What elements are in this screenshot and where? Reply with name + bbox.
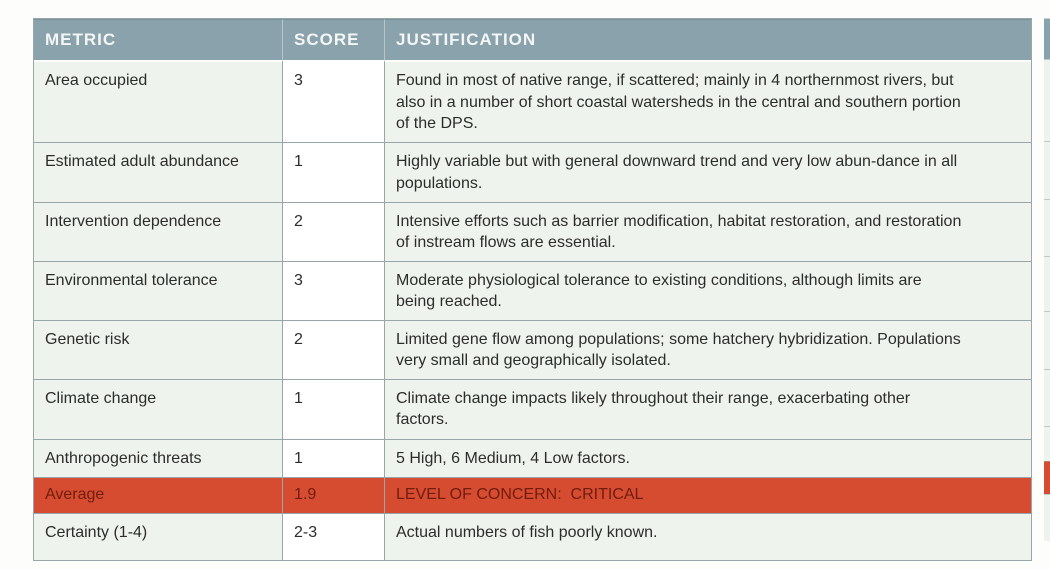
column-header-justification: JUSTIFICATION — [385, 19, 1031, 61]
table-row: Climate change 1 Climate change impacts … — [34, 379, 1031, 439]
score-value: 1 — [294, 390, 303, 408]
justification-text: Moderate physiological tolerance to exis… — [396, 271, 927, 310]
metric-label: Average — [45, 485, 105, 503]
metric-cell: Environmental tolerance — [34, 260, 283, 321]
score-cell: 2 — [283, 320, 385, 380]
justification-cell: 5 High, 6 Medium, 4 Low factors. — [385, 438, 1031, 477]
justification-cell: Intensive efforts such as barrier modifi… — [385, 201, 1031, 261]
score-cell: 3 — [283, 260, 385, 321]
metric-label: Certainty (1-4) — [45, 523, 148, 541]
metric-label: Genetic risk — [45, 331, 130, 349]
score-cell: 1 — [283, 438, 385, 477]
metric-label: Area occupied — [45, 72, 148, 90]
metric-cell: Average — [34, 476, 283, 513]
metric-label: Climate change — [45, 390, 157, 408]
adjacent-page-edge-strip — [1044, 18, 1050, 541]
justification-cell: Limited gene flow among populations; som… — [385, 320, 1031, 380]
justification-text: Limited gene flow among populations; som… — [396, 331, 966, 370]
metric-cell: Estimated adult abundance — [34, 142, 283, 202]
metric-label: Environmental tolerance — [45, 271, 218, 289]
score-value: 3 — [294, 72, 303, 90]
table-row: Genetic risk 2 Limited gene flow among p… — [34, 320, 1031, 380]
score-value: 3 — [294, 271, 303, 289]
edge-strip-segment — [1044, 426, 1050, 461]
edge-strip-segment — [1044, 59, 1050, 141]
justification-text: 5 High, 6 Medium, 4 Low factors. — [396, 449, 630, 467]
metric-cell: Anthropogenic threats — [34, 438, 283, 477]
edge-strip-segment — [1044, 494, 1050, 541]
metric-label: Intervention dependence — [45, 212, 222, 230]
column-header-score: SCORE — [283, 19, 385, 61]
score-value: 1 — [294, 449, 303, 467]
table-row: Average 1.9 LEVEL OF CONCERN: CRITICAL — [34, 476, 1031, 513]
score-value: 1 — [294, 153, 303, 171]
score-value: 2 — [294, 212, 303, 230]
score-cell: 2-3 — [283, 512, 385, 560]
metrics-table: METRIC SCORE JUSTIFICATION Area occupied… — [33, 18, 1032, 561]
score-cell: 1 — [283, 142, 385, 202]
justification-text: Intensive efforts such as barrier modifi… — [396, 212, 966, 251]
edge-strip-segment — [1044, 461, 1050, 494]
metric-label: Anthropogenic threats — [45, 449, 202, 467]
score-value: 2 — [294, 331, 303, 349]
justification-cell: Climate change impacts likely throughout… — [385, 379, 1031, 439]
metric-cell: Genetic risk — [34, 320, 283, 380]
edge-strip-segment — [1044, 369, 1050, 426]
justification-text: Highly variable but with general downwar… — [396, 153, 962, 192]
justification-cell: Highly variable but with general downwar… — [385, 142, 1031, 202]
metric-cell: Climate change — [34, 379, 283, 439]
justification-cell: Moderate physiological tolerance to exis… — [385, 260, 1031, 321]
score-cell: 3 — [283, 60, 385, 143]
score-cell: 2 — [283, 201, 385, 261]
table-row: Environmental tolerance 3 Moderate physi… — [34, 260, 1031, 321]
header-row: METRIC SCORE JUSTIFICATION — [34, 19, 1031, 61]
justification-text: LEVEL OF CONCERN: CRITICAL — [396, 485, 644, 503]
table-row: Certainty (1-4) 2-3 Actual numbers of fi… — [34, 512, 1031, 560]
score-value: 2-3 — [294, 523, 318, 541]
justification-text: Actual numbers of fish poorly known. — [396, 523, 658, 541]
edge-strip-segment — [1044, 199, 1050, 256]
metric-cell: Certainty (1-4) — [34, 512, 283, 560]
metric-cell: Area occupied — [34, 60, 283, 143]
table-row: Intervention dependence 2 Intensive effo… — [34, 201, 1031, 261]
justification-text: Climate change impacts likely throughout… — [396, 390, 915, 429]
score-cell: 1.9 — [283, 476, 385, 513]
table-row: Estimated adult abundance 1 Highly varia… — [34, 142, 1031, 202]
justification-cell: Actual numbers of fish poorly known. — [385, 512, 1031, 560]
metric-label: Estimated adult abundance — [45, 153, 239, 171]
column-header-metric: METRIC — [34, 19, 283, 61]
score-value: 1.9 — [294, 485, 317, 503]
score-cell: 1 — [283, 379, 385, 439]
justification-cell: LEVEL OF CONCERN: CRITICAL — [385, 476, 1031, 513]
edge-strip-segment — [1044, 311, 1050, 369]
metrics-table-container: METRIC SCORE JUSTIFICATION Area occupied… — [33, 18, 1032, 561]
justification-cell: Found in most of native range, if scatte… — [385, 60, 1031, 143]
table-row: Anthropogenic threats 1 5 High, 6 Medium… — [34, 438, 1031, 477]
table-row: Area occupied 3 Found in most of native … — [34, 60, 1031, 143]
edge-strip-segment — [1044, 19, 1050, 59]
edge-strip-segment — [1044, 256, 1050, 311]
edge-strip-segment — [1044, 141, 1050, 199]
justification-text: Found in most of native range, if scatte… — [396, 72, 966, 132]
metric-cell: Intervention dependence — [34, 201, 283, 261]
